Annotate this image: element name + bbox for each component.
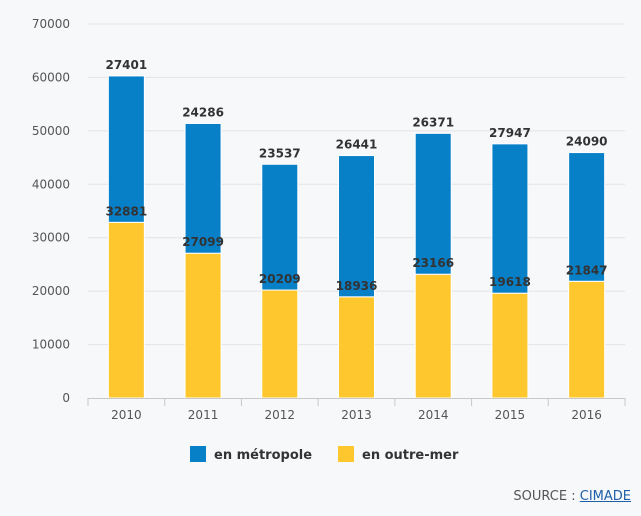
data-label: 27401	[105, 58, 147, 72]
bar-outre-mer[interactable]	[184, 252, 222, 399]
legend-label: en outre-mer	[362, 448, 459, 463]
data-label: 18936	[336, 279, 378, 293]
bar-metropole[interactable]	[414, 132, 452, 275]
x-tick-label: 2013	[341, 408, 372, 422]
data-label: 27099	[182, 235, 224, 249]
bar-outre-mer[interactable]	[338, 296, 375, 399]
bar-outre-mer[interactable]	[568, 280, 606, 399]
y-tick-label: 70000	[32, 17, 70, 31]
bar-metropole[interactable]	[338, 155, 375, 298]
data-label: 23537	[259, 146, 301, 160]
data-label: 26371	[412, 115, 454, 129]
y-tick-label: 10000	[32, 338, 70, 352]
bar-metropole[interactable]	[184, 122, 222, 254]
source-prefix: SOURCE :	[513, 489, 576, 504]
data-label: 20209	[259, 272, 301, 286]
y-axis: 0 10000 20000 30000 40000 50000 60000 70000	[32, 17, 70, 405]
bar-metropole[interactable]	[261, 163, 299, 291]
bar-outre-mer[interactable]	[414, 273, 452, 399]
source-link[interactable]: CIMADE	[579, 489, 631, 504]
bar-metropole[interactable]	[107, 75, 145, 223]
data-label: 32881	[105, 204, 147, 218]
bar-outre-mer[interactable]	[261, 289, 299, 399]
x-axis: 2010 2011 2012 2013 2014 2015 2016	[87, 398, 626, 422]
bar-metropole[interactable]	[491, 143, 529, 294]
x-tick-label: 2016	[571, 408, 602, 422]
bar-outre-mer[interactable]	[491, 292, 529, 399]
y-tick-label: 20000	[32, 284, 70, 298]
y-tick-label: 60000	[32, 70, 70, 84]
data-label: 26441	[336, 138, 378, 152]
bar-metropole[interactable]	[568, 152, 606, 282]
x-tick-label: 2012	[265, 408, 296, 422]
data-label: 19618	[489, 275, 531, 289]
data-label: 24090	[566, 135, 608, 149]
legend-swatch	[338, 446, 354, 462]
y-tick-label: 40000	[32, 177, 70, 191]
legend[interactable]: en métropole en outre-mer	[190, 446, 459, 463]
bars	[107, 75, 606, 399]
source-credit: SOURCE : CIMADE	[513, 489, 631, 504]
y-tick-label: 0	[62, 391, 70, 405]
data-label: 21847	[566, 263, 608, 277]
bar-outre-mer[interactable]	[107, 221, 145, 399]
data-label: 23166	[412, 256, 454, 270]
y-tick-label: 30000	[32, 231, 70, 245]
legend-item[interactable]: en métropole	[190, 446, 312, 463]
data-label: 27947	[489, 126, 531, 140]
legend-swatch	[190, 446, 206, 462]
x-tick-label: 2014	[418, 408, 449, 422]
y-tick-label: 50000	[32, 124, 70, 138]
data-label: 24286	[182, 105, 224, 119]
data-labels: 32881 27401 27099 24286 20209 23537 18936 26441…	[105, 58, 607, 293]
legend-label: en métropole	[214, 448, 312, 463]
x-tick-label: 2015	[495, 408, 526, 422]
x-tick-label: 2011	[188, 408, 219, 422]
legend-item[interactable]: en outre-mer	[338, 446, 459, 463]
x-tick-label: 2010	[111, 408, 142, 422]
